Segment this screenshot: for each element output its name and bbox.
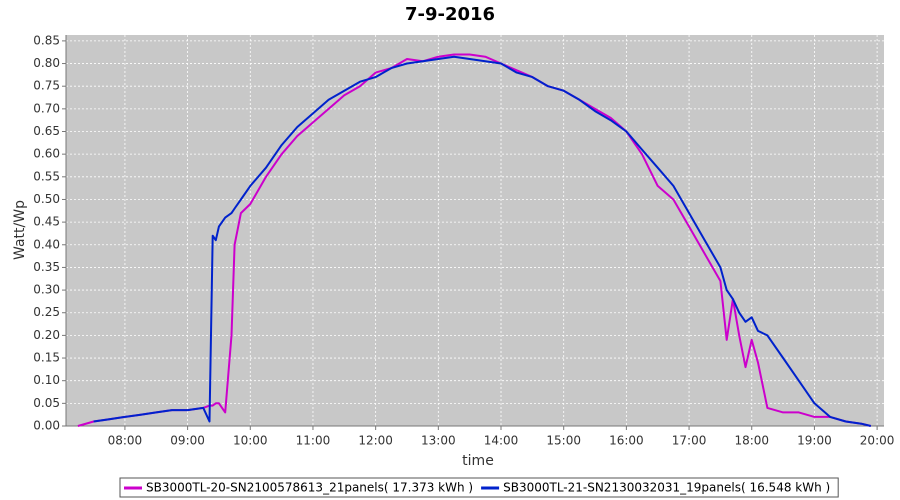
y-tick-label: 0.80 xyxy=(33,56,60,70)
y-tick-label: 0.65 xyxy=(33,124,60,138)
x-tick-label: 11:00 xyxy=(296,434,331,448)
plot-area xyxy=(66,35,884,426)
y-tick-label: 0.25 xyxy=(33,305,60,319)
legend-box xyxy=(119,477,839,498)
series-line xyxy=(93,55,872,427)
legend-label: SB3000TL-21-SN2130032031_19panels( 16.54… xyxy=(503,481,830,495)
series-line xyxy=(77,53,872,427)
y-tick-label: 0.55 xyxy=(33,169,60,183)
y-axis-label: Watt/Wp xyxy=(12,200,28,260)
legend-label: SB3000TL-20-SN2100578613_21panels( 17.37… xyxy=(146,481,473,495)
x-tick-label: 16:00 xyxy=(609,434,644,448)
y-tick-label: 0.00 xyxy=(33,419,60,433)
x-tick-label: 15:00 xyxy=(546,434,581,448)
y-tick-label: 0.85 xyxy=(33,33,60,47)
x-tick-label: 12:00 xyxy=(358,434,393,448)
x-tick-label: 18:00 xyxy=(734,434,769,448)
y-tick-label: 0.10 xyxy=(33,373,60,387)
x-tick-label: 20:00 xyxy=(860,434,895,448)
x-axis-label: time xyxy=(462,453,494,469)
x-tick-label: 19:00 xyxy=(797,434,832,448)
y-tick-label: 0.30 xyxy=(33,283,60,297)
x-tick-label: 17:00 xyxy=(672,434,707,448)
y-tick-label: 0.20 xyxy=(33,328,60,342)
y-tick-label: 0.15 xyxy=(33,351,60,365)
y-tick-label: 0.70 xyxy=(33,101,60,115)
x-tick-label: 08:00 xyxy=(108,434,143,448)
y-tick-label: 0.05 xyxy=(33,396,60,410)
y-tick-label: 0.75 xyxy=(33,79,60,93)
y-tick-label: 0.40 xyxy=(33,237,60,251)
chart-title: 7-9-2016 xyxy=(405,4,495,25)
y-tick-label: 0.45 xyxy=(33,215,60,229)
y-tick-label: 0.50 xyxy=(33,192,60,206)
x-tick-label: 14:00 xyxy=(484,434,519,448)
x-tick-label: 10:00 xyxy=(233,434,268,448)
x-tick-label: 09:00 xyxy=(170,434,205,448)
y-tick-label: 0.35 xyxy=(33,260,60,274)
x-tick-label: 13:00 xyxy=(421,434,456,448)
y-tick-label: 0.60 xyxy=(33,147,60,161)
